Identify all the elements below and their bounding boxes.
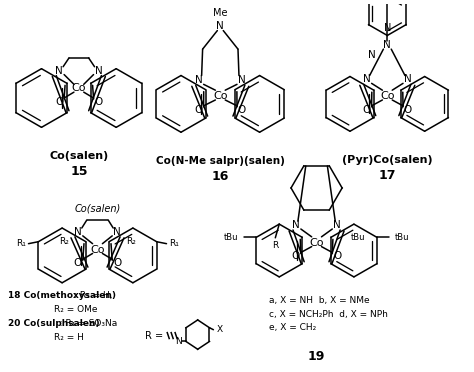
Text: 19: 19 <box>308 350 325 363</box>
Text: O: O <box>94 97 102 107</box>
Text: N: N <box>55 65 63 76</box>
Text: R₂: R₂ <box>126 237 136 246</box>
Text: N: N <box>368 50 375 60</box>
Text: 20 Co(sulphsalen): 20 Co(sulphsalen) <box>8 319 100 328</box>
Text: R₂ = OMe: R₂ = OMe <box>8 305 98 314</box>
Text: N: N <box>363 74 371 84</box>
Text: a, X = NH  b, X = NMe: a, X = NH b, X = NMe <box>269 296 370 305</box>
Text: O: O <box>238 105 246 115</box>
Text: N: N <box>238 76 246 86</box>
Text: N: N <box>113 227 121 237</box>
Text: N: N <box>217 21 224 31</box>
Text: Co: Co <box>380 91 394 101</box>
Text: : R₁ = H,: : R₁ = H, <box>8 291 113 300</box>
Text: : R₁ = SO₃Na: : R₁ = SO₃Na <box>8 319 118 328</box>
Text: N: N <box>404 74 412 84</box>
Text: 15: 15 <box>70 165 88 178</box>
Text: N: N <box>383 40 391 50</box>
Text: R₁: R₁ <box>16 239 26 248</box>
Text: Co(salen): Co(salen) <box>74 203 120 214</box>
Text: O: O <box>363 105 371 115</box>
Text: tBu: tBu <box>395 233 410 242</box>
Text: tBu: tBu <box>223 233 238 242</box>
Text: tBu: tBu <box>351 233 365 242</box>
Text: Co: Co <box>90 244 105 254</box>
Text: R₂: R₂ <box>59 237 69 246</box>
Text: N: N <box>292 220 300 230</box>
Text: Me: Me <box>213 8 228 18</box>
Text: R₂ = H: R₂ = H <box>8 333 84 342</box>
Text: R₁: R₁ <box>169 239 179 248</box>
Text: c, X = NCH₂Ph  d, X = NPh: c, X = NCH₂Ph d, X = NPh <box>269 310 388 318</box>
Text: N: N <box>333 220 341 230</box>
Text: Co(N-Me salpr)(salen): Co(N-Me salpr)(salen) <box>156 155 285 166</box>
Text: O: O <box>292 251 300 262</box>
Text: N: N <box>74 227 82 237</box>
Text: Co: Co <box>72 83 86 93</box>
Text: N: N <box>195 76 202 86</box>
Text: O: O <box>194 105 203 115</box>
Text: 17: 17 <box>379 169 396 182</box>
Text: O: O <box>74 258 82 268</box>
Text: N: N <box>383 23 391 33</box>
Text: O: O <box>404 105 412 115</box>
Text: (Pyr)Co(salen): (Pyr)Co(salen) <box>342 155 433 164</box>
Text: 16: 16 <box>211 170 229 183</box>
Text: N: N <box>175 337 182 346</box>
Text: N: N <box>95 65 102 76</box>
Text: Co: Co <box>213 91 228 101</box>
Text: 18 Co(methoxysalen): 18 Co(methoxysalen) <box>8 291 116 300</box>
Text: R =: R = <box>145 331 164 341</box>
Text: Co: Co <box>310 238 324 248</box>
Text: X: X <box>216 325 222 334</box>
Text: R: R <box>272 241 278 250</box>
Text: O: O <box>113 258 121 268</box>
Text: O: O <box>333 251 341 262</box>
Text: e, X = CH₂: e, X = CH₂ <box>269 323 317 332</box>
Text: O: O <box>55 97 64 107</box>
Text: Co(salen): Co(salen) <box>49 151 109 161</box>
